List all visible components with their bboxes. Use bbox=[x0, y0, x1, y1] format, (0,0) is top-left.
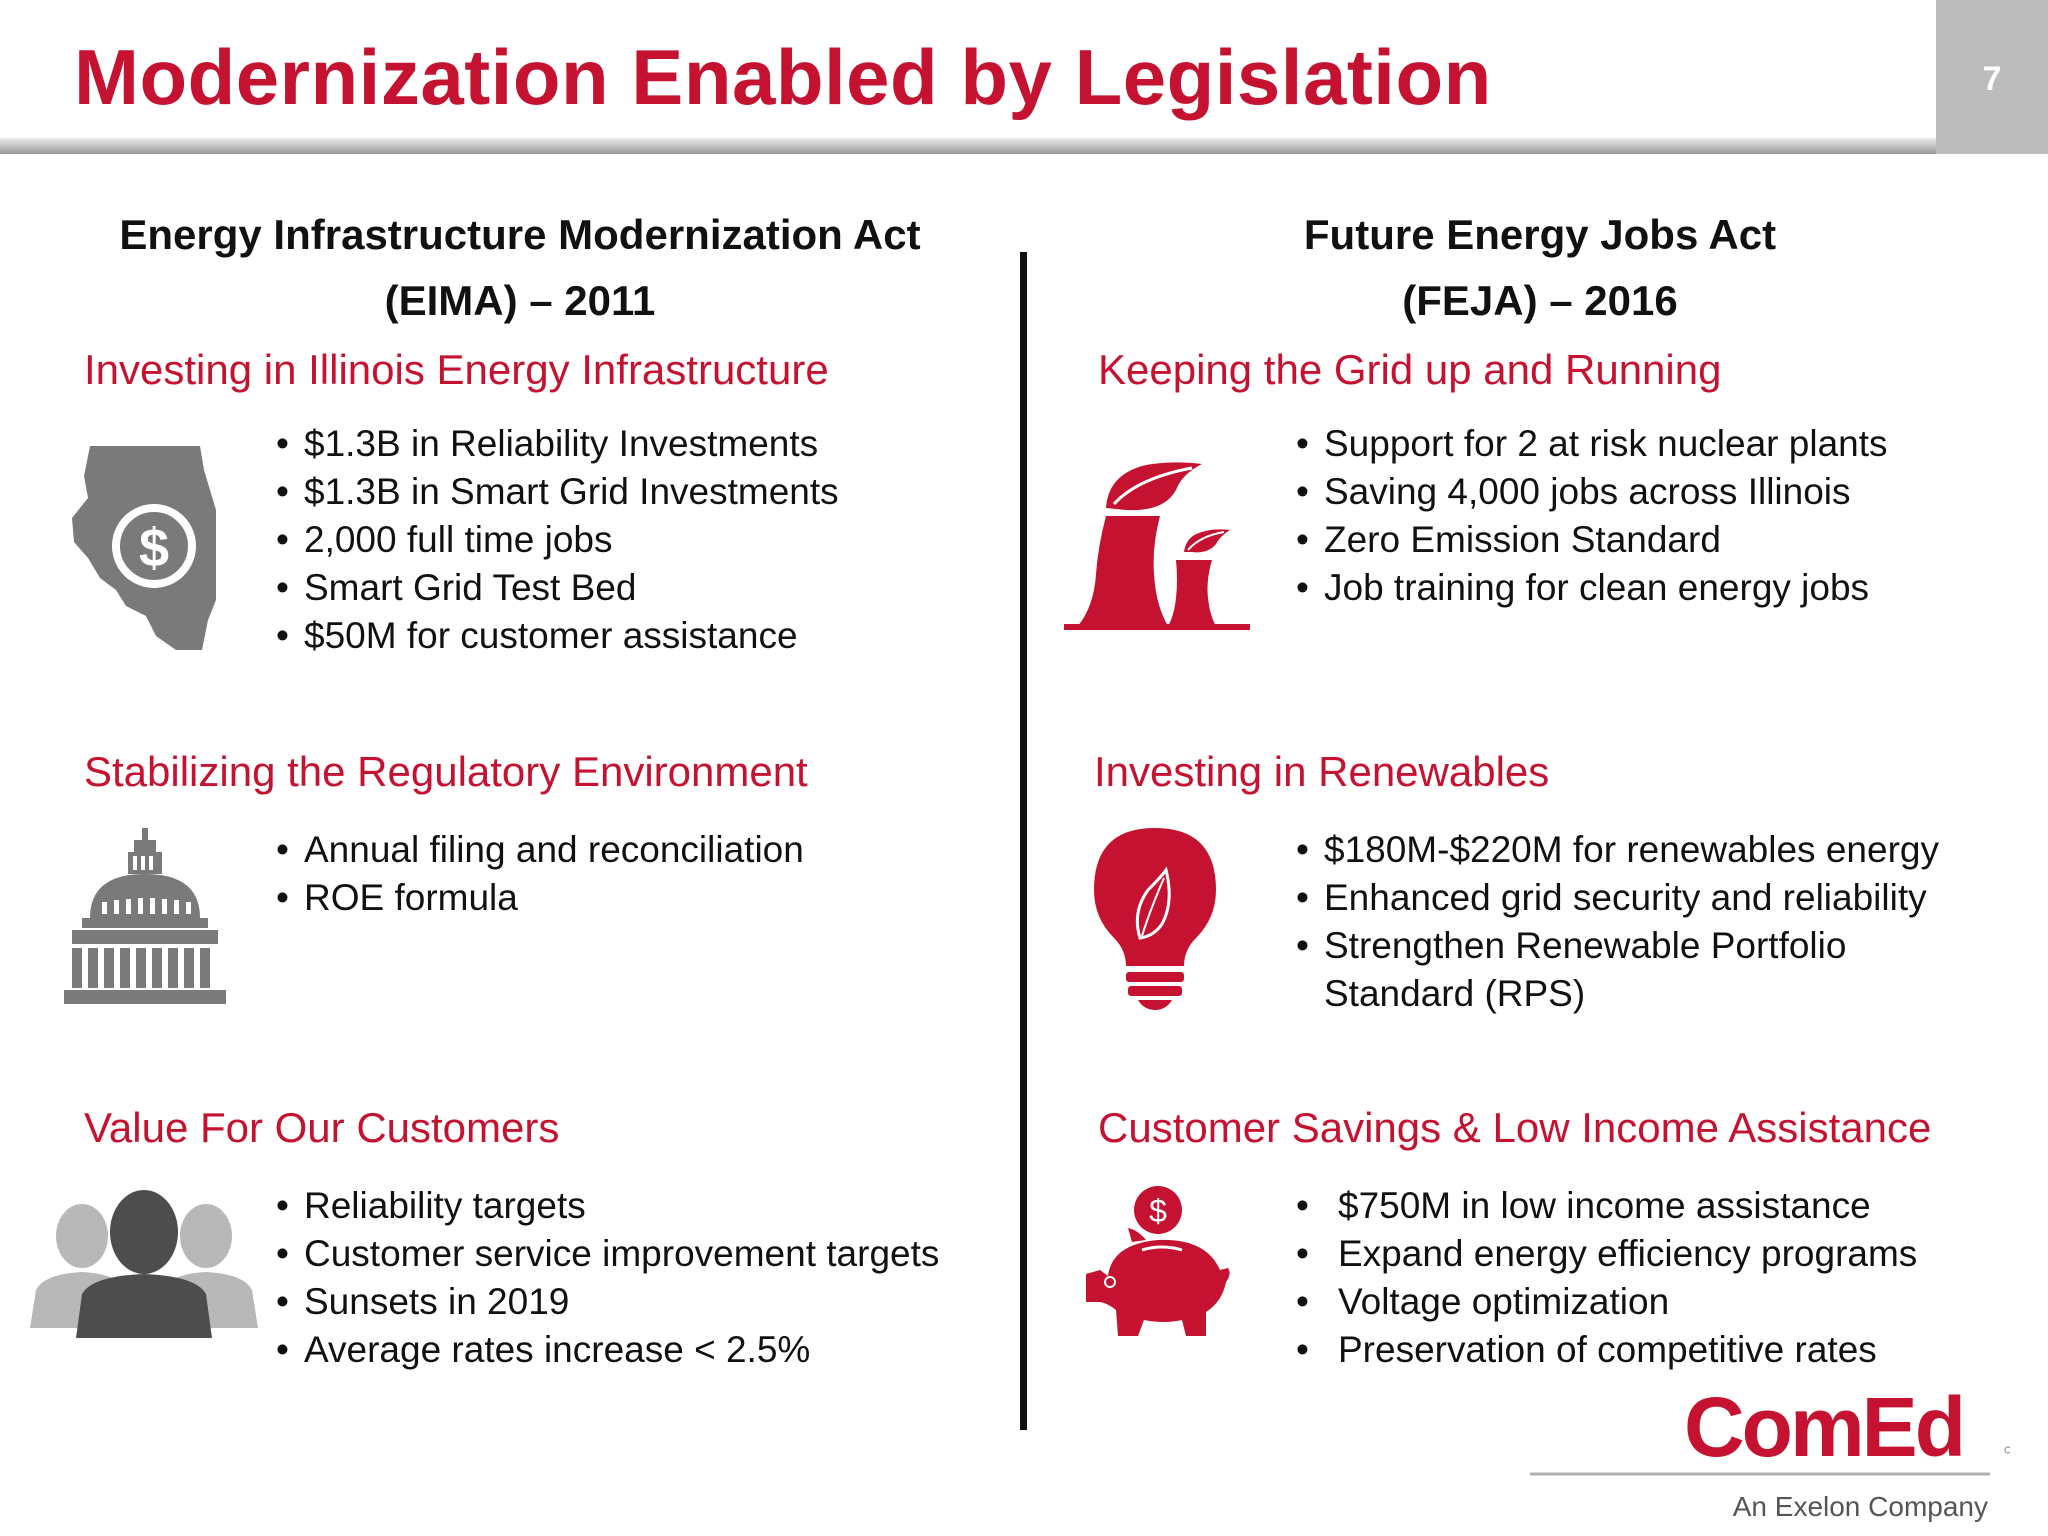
list-item: 2,000 full time jobs bbox=[276, 516, 839, 564]
page-number-box: 7 bbox=[1936, 0, 2048, 154]
section-title-infrastructure: Investing in Illinois Energy Infrastruct… bbox=[84, 346, 829, 393]
list-item: Strengthen Renewable Portfolio bbox=[1296, 922, 1939, 970]
list-item: $180M-$220M for renewables energy bbox=[1296, 826, 1939, 874]
list-item-continuation: Standard (RPS) bbox=[1296, 970, 1939, 1018]
section-title-grid: Keeping the Grid up and Running bbox=[1098, 346, 1722, 393]
comed-tagline: An Exelon Company bbox=[1733, 1491, 1988, 1522]
svg-text:$: $ bbox=[1149, 1193, 1167, 1229]
list-item: Voltage optimization bbox=[1296, 1278, 1917, 1326]
eima-heading-line1: Energy Infrastructure Modernization Act bbox=[119, 211, 921, 258]
cooling-towers-leaf-icon bbox=[1064, 462, 1250, 630]
renewables-bullets: $180M-$220M for renewables energy Enhanc… bbox=[1296, 826, 1939, 1018]
column-divider bbox=[1020, 252, 1027, 1430]
feja-heading: Future Energy Jobs Act (FEJA) – 2016 bbox=[1070, 202, 2010, 334]
list-item: ROE formula bbox=[276, 874, 804, 922]
illinois-dollar-icon: $ bbox=[72, 446, 216, 650]
customers-group-icon bbox=[30, 1190, 258, 1338]
piggy-bank-icon: $ bbox=[1086, 1186, 1230, 1336]
list-item: $750M in low income assistance bbox=[1296, 1182, 1917, 1230]
capitol-dome-icon bbox=[64, 828, 226, 1004]
eima-heading: Energy Infrastructure Modernization Act … bbox=[60, 202, 980, 334]
grid-bullets: Support for 2 at risk nuclear plants Sav… bbox=[1296, 420, 1888, 612]
list-item: Customer service improvement targets bbox=[276, 1230, 939, 1278]
list-item: $50M for customer assistance bbox=[276, 612, 839, 660]
list-item: Support for 2 at risk nuclear plants bbox=[1296, 420, 1888, 468]
slide-title: Modernization Enabled by Legislation bbox=[74, 33, 1492, 121]
feja-heading-line1: Future Energy Jobs Act bbox=[1303, 211, 1777, 258]
list-item: Preservation of competitive rates bbox=[1296, 1326, 1917, 1374]
section-title-savings: Customer Savings & Low Income Assistance bbox=[1098, 1104, 1932, 1151]
list-item: Annual filing and reconciliation bbox=[276, 826, 804, 874]
regulatory-bullets: Annual filing and reconciliation ROE for… bbox=[276, 826, 804, 922]
list-item: Expand energy efficiency programs bbox=[1296, 1230, 1917, 1278]
list-item: Job training for clean energy jobs bbox=[1296, 564, 1888, 612]
comed-logo: ComEd An Exelon Company bbox=[1530, 1380, 2012, 1530]
list-item: Enhanced grid security and reliability bbox=[1296, 874, 1939, 922]
list-item: Average rates increase < 2.5% bbox=[276, 1326, 939, 1374]
list-item-continuation-text: Standard (RPS) bbox=[1324, 973, 1586, 1014]
feja-heading-line2: (FEJA) – 2016 bbox=[1402, 277, 1678, 324]
eima-heading-line2: (EIMA) – 2011 bbox=[384, 277, 656, 324]
svg-text:$: $ bbox=[139, 518, 169, 578]
comed-logo-graphic: ComEd An Exelon Company bbox=[1530, 1380, 2012, 1522]
section-title-regulatory: Stabilizing the Regulatory Environment bbox=[84, 748, 808, 795]
page-number: 7 bbox=[1982, 60, 2002, 98]
list-item: Reliability targets bbox=[276, 1182, 939, 1230]
list-item: Sunsets in 2019 bbox=[276, 1278, 939, 1326]
title-underline-bar bbox=[0, 138, 1936, 154]
savings-bullets: $750M in low income assistance Expand en… bbox=[1296, 1182, 1917, 1374]
list-item: Smart Grid Test Bed bbox=[276, 564, 839, 612]
list-item: Zero Emission Standard bbox=[1296, 516, 1888, 564]
comed-wordmark: ComEd bbox=[1684, 1380, 1963, 1474]
list-item: $1.3B in Smart Grid Investments bbox=[276, 468, 839, 516]
lightbulb-leaf-icon bbox=[1094, 828, 1216, 1010]
list-item: Saving 4,000 jobs across Illinois bbox=[1296, 468, 1888, 516]
list-item: $1.3B in Reliability Investments bbox=[276, 420, 839, 468]
infrastructure-bullets: $1.3B in Reliability Investments $1.3B i… bbox=[276, 420, 839, 660]
section-title-renewables: Investing in Renewables bbox=[1094, 748, 1550, 795]
customers-bullets: Reliability targets Customer service imp… bbox=[276, 1182, 939, 1374]
section-title-customers: Value For Our Customers bbox=[84, 1104, 560, 1151]
